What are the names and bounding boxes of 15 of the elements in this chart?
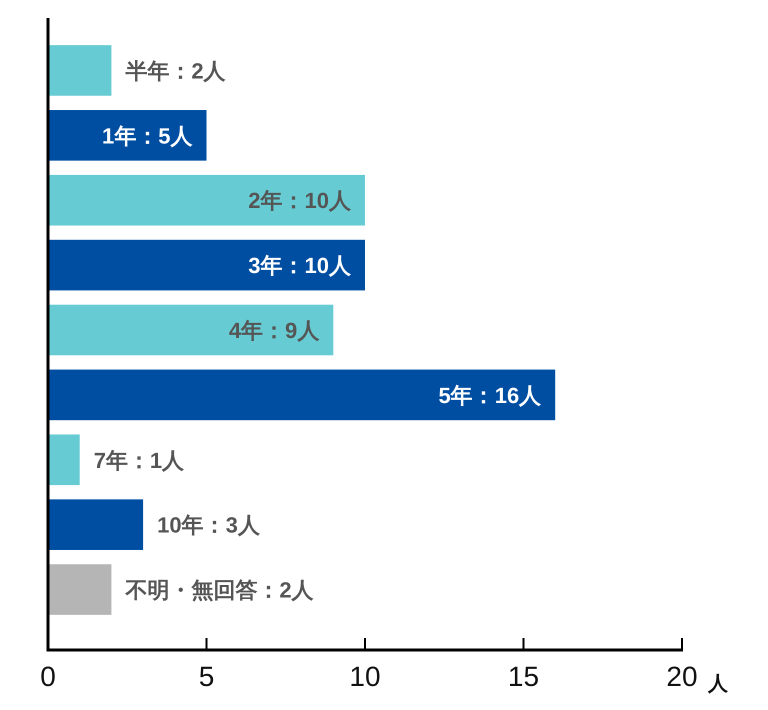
data-label: 1年：5人: [102, 123, 194, 148]
data-label: 7年：1人: [94, 448, 186, 473]
x-tick-label: 0: [40, 661, 56, 692]
data-label: 5年：16人: [438, 382, 542, 408]
data-label: 2年：10人: [248, 188, 352, 214]
x-tick-label: 15: [508, 661, 540, 692]
data-label: 3年：10人: [248, 253, 352, 278]
x-tick-label: 10: [349, 661, 381, 692]
x-tick-label: 5: [198, 661, 214, 692]
data-label: 半年：2人: [124, 58, 227, 84]
x-axis-title: 人: [707, 673, 729, 695]
x-tick-label: 20: [666, 661, 698, 692]
data-label: 不明・無回答：2人: [124, 578, 315, 603]
data-label: 4年：9人: [228, 318, 320, 343]
data-label: 10年：3人: [157, 512, 261, 538]
